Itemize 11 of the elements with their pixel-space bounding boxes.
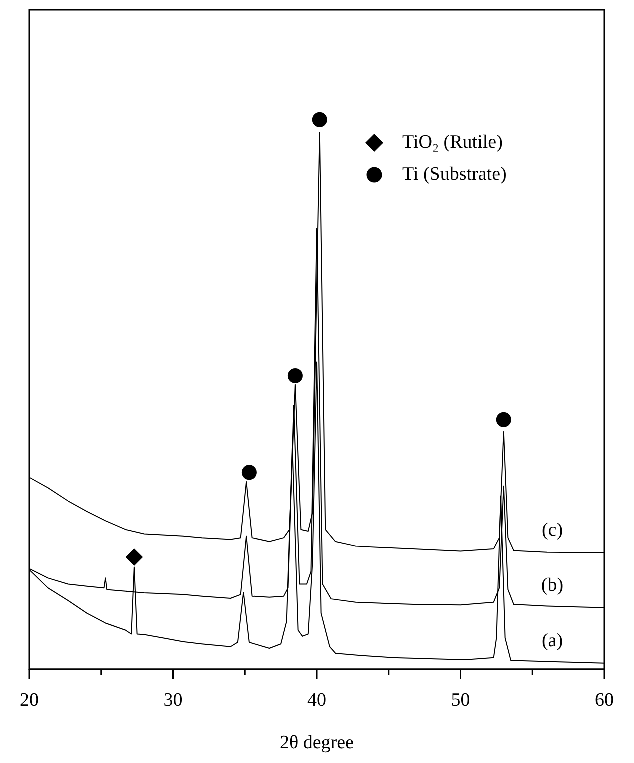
x-tick-label: 20 (20, 690, 39, 711)
x-tick-label: 30 (164, 690, 183, 711)
legend-label: Ti (Substrate) (402, 164, 507, 185)
series-label: (b) (541, 574, 564, 596)
legend-label: TiO₂ (Rutile) (402, 132, 503, 153)
series-label: (c) (542, 520, 564, 541)
x-tick-label: 60 (595, 690, 614, 711)
x-tick-label: 50 (451, 690, 470, 711)
series-label: (a) (542, 630, 564, 652)
x-axis-title: 2θ degree (280, 732, 354, 754)
x-tick-label: 40 (308, 690, 326, 711)
